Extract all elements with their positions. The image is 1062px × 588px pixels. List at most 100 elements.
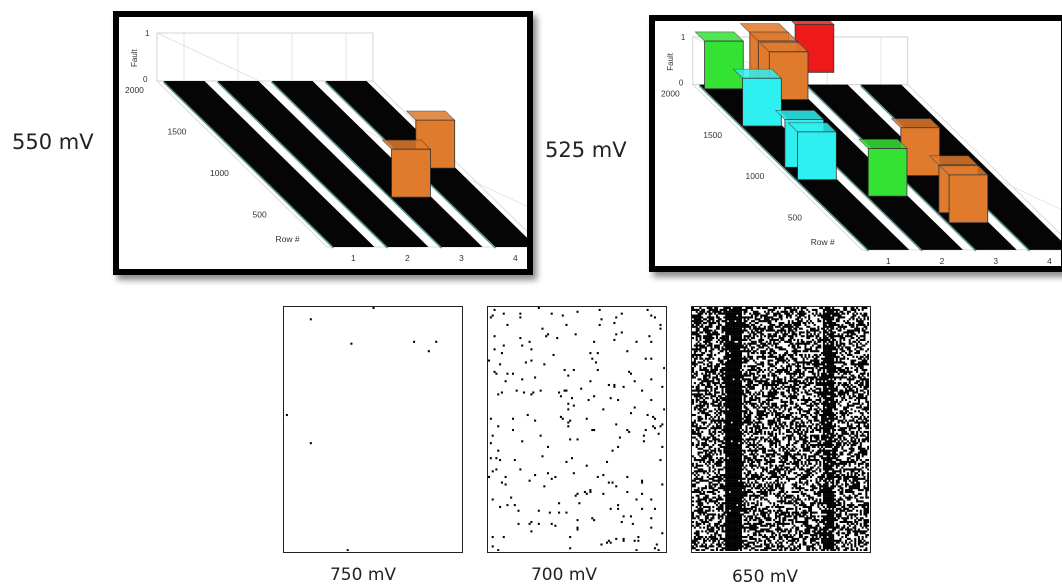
fault-dot <box>723 310 726 313</box>
fault-dot <box>743 329 746 332</box>
fault-dot <box>756 460 759 463</box>
fault-dot <box>743 539 746 542</box>
fault-dot <box>650 526 653 529</box>
fault-dot <box>787 417 790 420</box>
fault-dot <box>710 415 713 418</box>
fault-dot <box>734 498 737 501</box>
fault-dot <box>767 430 770 433</box>
fault-dot <box>780 425 783 428</box>
fault-dot <box>725 346 728 349</box>
fault-dot <box>786 534 789 537</box>
fault-dot <box>760 444 763 447</box>
fault-dot <box>789 376 792 379</box>
fault-dot <box>784 455 787 458</box>
fault-dot <box>767 547 770 550</box>
fault-dot <box>787 335 790 338</box>
fault-dot <box>736 370 739 373</box>
fault-dot <box>776 528 779 531</box>
fault-dot <box>714 502 717 505</box>
fault-dot <box>747 348 750 351</box>
fault-dot <box>793 515 796 518</box>
fault-dot <box>717 444 720 447</box>
fault-dot <box>732 353 735 356</box>
fault-dot <box>767 515 770 518</box>
fault-dot <box>762 327 765 330</box>
fault-dot <box>804 481 807 484</box>
fault-dot <box>715 367 719 370</box>
fault-dot <box>780 543 783 546</box>
fault-dot <box>767 453 770 456</box>
fault-dot <box>693 430 696 433</box>
fault-dot <box>708 513 711 516</box>
fault-dot <box>745 374 748 377</box>
fault-dot <box>697 447 700 450</box>
fault-dot <box>736 492 739 495</box>
fault-dot <box>699 361 702 364</box>
fault-dot <box>771 406 774 409</box>
fault-dot <box>791 357 794 360</box>
fault-dot <box>710 389 713 392</box>
fault-dot <box>782 368 785 372</box>
fault-dot <box>774 320 778 323</box>
fault-dot <box>697 535 700 539</box>
fault-dot <box>738 374 741 377</box>
fault-dot <box>765 549 768 551</box>
fault-dot <box>769 322 772 325</box>
fault-dot <box>710 513 713 516</box>
fault-dot <box>778 519 781 522</box>
fault-dot <box>615 485 618 488</box>
fault-dot <box>717 479 720 482</box>
fault-dot <box>704 470 707 473</box>
fault-dot <box>725 382 728 385</box>
fault-dot <box>793 511 796 514</box>
fault-dot <box>739 389 742 392</box>
fault-dot <box>778 515 781 518</box>
fault-dot <box>732 451 735 454</box>
fault-dot <box>710 543 713 546</box>
fault-dot <box>554 475 557 478</box>
fault-dot <box>708 430 711 433</box>
fault-dot <box>699 316 702 319</box>
fault-dot <box>703 308 706 311</box>
fault-dot <box>715 453 719 456</box>
fault-dot <box>706 340 709 343</box>
fault-dot <box>784 417 787 420</box>
fault-dot <box>774 361 778 364</box>
fault-dot <box>752 425 755 428</box>
fault-dot <box>734 489 737 492</box>
fault-dot <box>695 374 698 377</box>
fault-dot <box>697 522 700 525</box>
fault-dot <box>754 312 757 315</box>
fault-dot <box>765 415 768 418</box>
fault-dot <box>798 434 801 437</box>
fault-dot <box>804 383 807 387</box>
fault-dot <box>795 318 798 321</box>
fault-dot <box>708 307 711 310</box>
fault-dot <box>714 430 717 433</box>
fault-dot <box>727 453 730 456</box>
fault-dot <box>769 444 772 447</box>
fault-dot <box>762 417 765 420</box>
fault-dot <box>714 449 717 452</box>
fault-dot <box>712 539 715 542</box>
fault-dot <box>738 543 741 546</box>
fault-dot <box>793 483 796 486</box>
fault-dot <box>791 434 794 437</box>
fault-dot <box>730 515 733 518</box>
fault-dot <box>734 395 737 398</box>
fault-dot <box>804 353 807 356</box>
fault-dot <box>739 545 742 548</box>
fault-dot <box>714 346 717 349</box>
fault-dot <box>727 402 730 405</box>
fault-dot <box>800 444 803 447</box>
fault-dot <box>754 447 757 450</box>
fault-dot <box>804 492 807 495</box>
fault-dot <box>736 357 739 360</box>
fault-dot <box>736 419 739 422</box>
fault-dot <box>721 391 724 394</box>
fault-dot <box>719 337 722 340</box>
fault-dot <box>738 481 741 484</box>
fault-dot <box>736 308 739 311</box>
fault-dot <box>695 363 698 366</box>
fault-dot <box>723 337 726 340</box>
